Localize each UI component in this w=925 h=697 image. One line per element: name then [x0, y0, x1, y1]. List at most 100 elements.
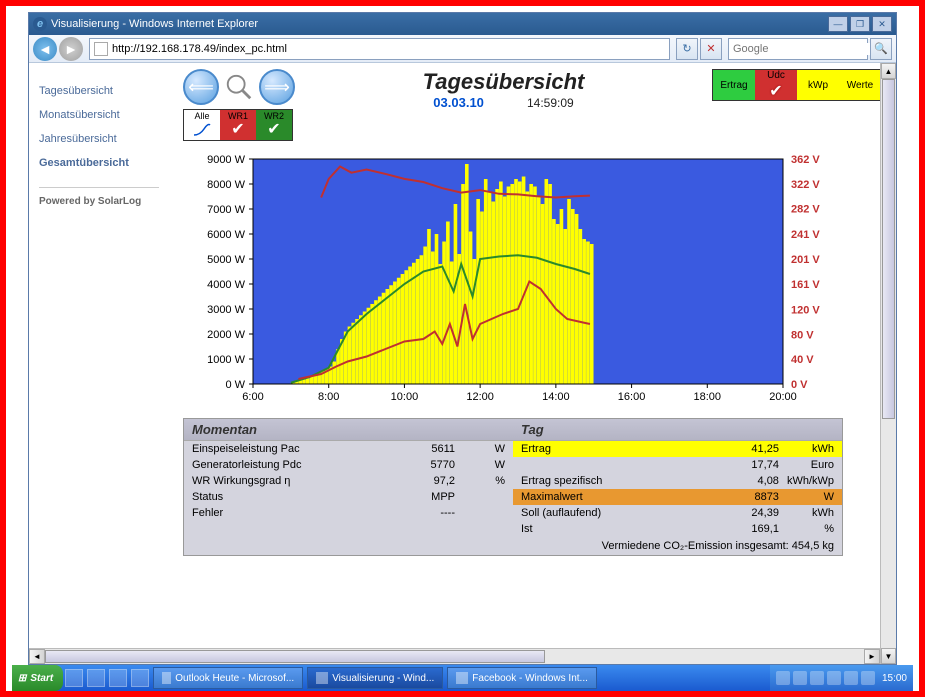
- svg-text:282 V: 282 V: [791, 204, 820, 216]
- taskbar[interactable]: ⊞ Start Outlook Heute - Microsof...Visua…: [12, 665, 913, 691]
- scrollbar-vertical[interactable]: ▲ ▼: [880, 63, 896, 664]
- table-row: Ertrag spezifisch4,08kWh/kWp: [513, 473, 842, 489]
- toggle-ertrag[interactable]: Ertrag: [713, 70, 755, 100]
- svg-text:40 V: 40 V: [791, 354, 814, 366]
- emission-line: Vermiedene CO₂-Emission insgesamt: 454,5…: [513, 537, 842, 555]
- tag-table: Tag Ertrag41,25kWh17,74EuroErtrag spezif…: [513, 419, 842, 555]
- table-row: Soll (auflaufend)24,39kWh: [513, 505, 842, 521]
- minimize-button[interactable]: —: [828, 16, 848, 32]
- svg-text:6000 W: 6000 W: [207, 229, 246, 241]
- zoom-icon[interactable]: [221, 69, 257, 105]
- taskbar-task[interactable]: Outlook Heute - Microsof...: [153, 667, 303, 689]
- tray-icon[interactable]: [861, 671, 875, 685]
- chart-next-button[interactable]: ⟹: [259, 69, 295, 105]
- taskbar-task[interactable]: Visualisierung - Wind...: [307, 667, 443, 689]
- svg-text:362 V: 362 V: [791, 154, 820, 166]
- table-row: Maximalwert8873W: [513, 489, 842, 505]
- tray-icon[interactable]: [776, 671, 790, 685]
- search-go-button[interactable]: 🔍: [870, 38, 892, 60]
- scroll-thumb-v[interactable]: [882, 79, 895, 419]
- ie-window: e Visualisierung - Windows Internet Expl…: [28, 12, 897, 665]
- svg-text:10:00: 10:00: [391, 391, 419, 403]
- back-button[interactable]: ◄: [33, 37, 57, 61]
- system-tray[interactable]: 15:00: [770, 665, 913, 691]
- svg-text:5000 W: 5000 W: [207, 254, 246, 266]
- toggle-werte[interactable]: Werte: [839, 70, 881, 100]
- scroll-left-button[interactable]: ◄: [29, 649, 45, 664]
- svg-text:7000 W: 7000 W: [207, 204, 246, 216]
- quicklaunch-icon[interactable]: [87, 669, 105, 687]
- quicklaunch-icon[interactable]: [131, 669, 149, 687]
- sidebar-item-gesamtübersicht[interactable]: Gesamtübersicht: [39, 151, 159, 175]
- page-time: 14:59:09: [527, 96, 574, 110]
- svg-text:20:00: 20:00: [769, 391, 797, 403]
- svg-text:18:00: 18:00: [694, 391, 722, 403]
- navbar: ◄ ► ↻ ✕ 🔍: [29, 35, 896, 63]
- scrollbar-horizontal[interactable]: ◄ ►: [29, 648, 880, 664]
- close-button[interactable]: ✕: [872, 16, 892, 32]
- tray-icon[interactable]: [844, 671, 858, 685]
- svg-text:0 W: 0 W: [225, 379, 245, 391]
- quicklaunch-icon[interactable]: [109, 669, 127, 687]
- svg-text:4000 W: 4000 W: [207, 279, 246, 291]
- chart-prev-button[interactable]: ⟸: [183, 69, 219, 105]
- svg-text:12:00: 12:00: [466, 391, 494, 403]
- svg-text:6:00: 6:00: [242, 391, 263, 403]
- address-bar[interactable]: [89, 38, 670, 60]
- search-input[interactable]: [733, 43, 875, 55]
- sidebar: TagesübersichtMonatsübersichtJahresübers…: [29, 63, 169, 664]
- toggle-udc[interactable]: Udc✔: [755, 70, 797, 100]
- data-tables: Momentan Einspeiseleistung Pac5611WGener…: [183, 418, 843, 556]
- svg-text:1000 W: 1000 W: [207, 354, 246, 366]
- sidebar-item-monatsübersicht[interactable]: Monatsübersicht: [39, 103, 159, 127]
- forward-button[interactable]: ►: [59, 37, 83, 61]
- start-button[interactable]: ⊞ Start: [12, 665, 63, 691]
- taskbar-task[interactable]: Facebook - Windows Int...: [447, 667, 597, 689]
- search-bar[interactable]: [728, 38, 868, 60]
- table-row: WR Wirkungsgrad η97,2%: [184, 473, 513, 489]
- maximize-button[interactable]: ❐: [850, 16, 870, 32]
- table-row: 17,74Euro: [513, 457, 842, 473]
- table-row: Generatorleistung Pdc5770W: [184, 457, 513, 473]
- filter-alle[interactable]: Alle: [184, 110, 220, 140]
- scroll-thumb-h[interactable]: [45, 650, 545, 663]
- stop-button[interactable]: ✕: [700, 38, 722, 60]
- svg-text:0 V: 0 V: [791, 379, 808, 391]
- url-input[interactable]: [112, 43, 665, 55]
- table-row: Fehler----: [184, 505, 513, 521]
- page-date: 03.03.10: [433, 95, 484, 110]
- table-row: Ist169,1%: [513, 521, 842, 537]
- tag-header: Tag: [513, 419, 842, 441]
- display-toggles: ErtragUdc✔kWpWerte: [712, 69, 882, 101]
- svg-text:14:00: 14:00: [542, 391, 570, 403]
- ie-icon: e: [33, 17, 47, 31]
- page-title: Tagesübersicht: [305, 69, 702, 95]
- svg-text:201 V: 201 V: [791, 254, 820, 266]
- window-title: Visualisierung - Windows Internet Explor…: [51, 18, 258, 30]
- sidebar-item-jahresübersicht[interactable]: Jahresübersicht: [39, 127, 159, 151]
- filter-wr2[interactable]: WR2✔: [256, 110, 292, 140]
- sidebar-item-tagesübersicht[interactable]: Tagesübersicht: [39, 79, 159, 103]
- svg-text:161 V: 161 V: [791, 279, 820, 291]
- windows-icon: ⊞: [18, 673, 26, 684]
- scroll-right-button[interactable]: ►: [864, 649, 880, 664]
- scroll-up-button[interactable]: ▲: [881, 63, 896, 79]
- scroll-down-button[interactable]: ▼: [881, 648, 896, 664]
- svg-text:8:00: 8:00: [318, 391, 339, 403]
- table-row: StatusMPP: [184, 489, 513, 505]
- quicklaunch-icon[interactable]: [65, 669, 83, 687]
- poweredby-label: Powered by SolarLog: [39, 196, 159, 207]
- tray-icon[interactable]: [827, 671, 841, 685]
- toggle-kwp[interactable]: kWp: [797, 70, 839, 100]
- svg-text:9000 W: 9000 W: [207, 154, 246, 166]
- filter-wr1[interactable]: WR1✔: [220, 110, 256, 140]
- refresh-button[interactable]: ↻: [676, 38, 698, 60]
- svg-text:16:00: 16:00: [618, 391, 646, 403]
- main-content: ⟸ ⟹ AlleWR1✔WR2✔ Tagesübersicht 03.03.10…: [169, 63, 896, 664]
- clock: 15:00: [882, 673, 907, 684]
- titlebar[interactable]: e Visualisierung - Windows Internet Expl…: [29, 13, 896, 35]
- momentan-table: Momentan Einspeiseleistung Pac5611WGener…: [184, 419, 513, 555]
- tray-icon[interactable]: [810, 671, 824, 685]
- chart-area: 0 W1000 W2000 W3000 W4000 W5000 W6000 W7…: [183, 149, 843, 412]
- tray-icon[interactable]: [793, 671, 807, 685]
